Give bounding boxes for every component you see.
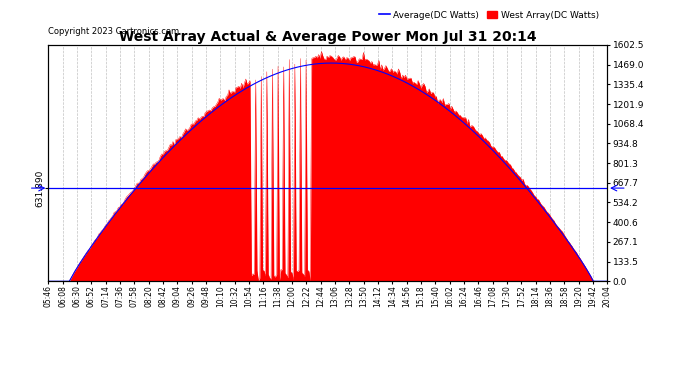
Title: West Array Actual & Average Power Mon Jul 31 20:14: West Array Actual & Average Power Mon Ju… (119, 30, 537, 44)
Text: Copyright 2023 Cartronics.com: Copyright 2023 Cartronics.com (48, 27, 179, 36)
Legend: Average(DC Watts), West Array(DC Watts): Average(DC Watts), West Array(DC Watts) (375, 7, 602, 23)
